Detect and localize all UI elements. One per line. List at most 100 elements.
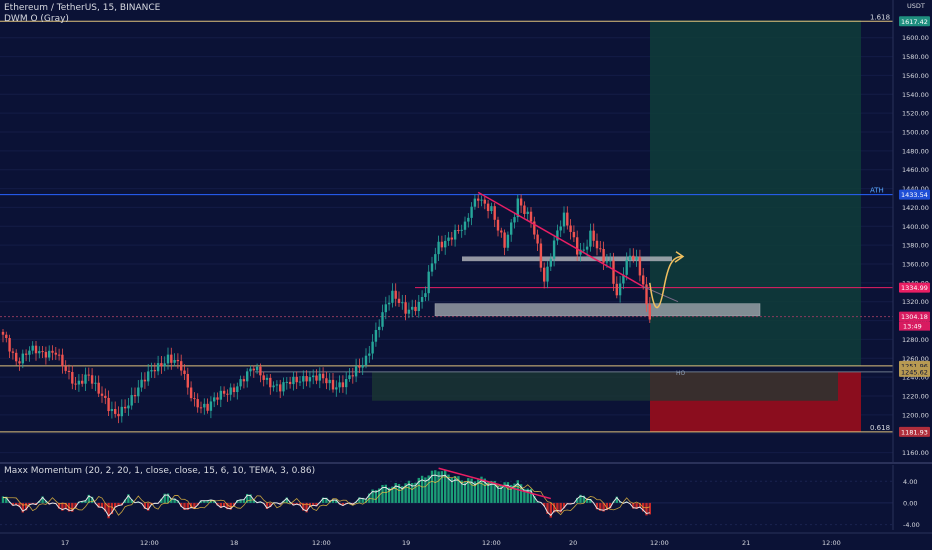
price-tick: 1440.00 bbox=[902, 185, 929, 193]
candle bbox=[292, 371, 295, 391]
price-axis-bg bbox=[893, 0, 932, 462]
momentum-bar bbox=[632, 502, 635, 509]
candle bbox=[341, 375, 345, 393]
momentum-bar bbox=[552, 502, 556, 513]
candle bbox=[21, 349, 24, 369]
candle-body bbox=[351, 375, 354, 377]
momentum-bar bbox=[341, 502, 345, 506]
momentum-bar bbox=[123, 499, 127, 503]
candle-body bbox=[417, 301, 420, 312]
price-badge-bg bbox=[899, 311, 930, 322]
candle-body bbox=[592, 230, 595, 241]
candle bbox=[364, 348, 368, 369]
candle-body bbox=[341, 382, 345, 388]
candle-body bbox=[338, 382, 341, 388]
momentum-bar bbox=[143, 502, 147, 509]
candle-body bbox=[302, 376, 305, 382]
momentum-bar bbox=[417, 477, 420, 503]
momentum-bar bbox=[325, 497, 328, 503]
candle bbox=[153, 362, 156, 379]
candle-body bbox=[348, 375, 351, 380]
candle-body bbox=[424, 293, 427, 298]
candle-body bbox=[246, 371, 249, 382]
time-tick: 12:00 bbox=[312, 539, 331, 547]
candle-body bbox=[325, 378, 328, 384]
candle-body bbox=[11, 351, 15, 353]
candle bbox=[503, 229, 506, 256]
candle bbox=[453, 224, 457, 247]
candle-body bbox=[81, 380, 84, 384]
price-tick: 1600.00 bbox=[902, 34, 929, 42]
momentum-bar bbox=[252, 499, 255, 503]
momentum-bar bbox=[100, 502, 104, 508]
drawings: HO bbox=[477, 191, 686, 377]
level-label: ATH bbox=[870, 187, 884, 195]
candle-body bbox=[516, 198, 519, 218]
candle bbox=[609, 252, 612, 268]
candle-body bbox=[368, 353, 371, 356]
candle bbox=[180, 354, 183, 376]
candle-body bbox=[463, 221, 467, 230]
price-badge-text: 1245.62 bbox=[901, 368, 928, 376]
momentum-bar bbox=[404, 483, 407, 503]
momentum-bar bbox=[222, 502, 226, 507]
candle-body bbox=[100, 393, 104, 396]
momentum-bar bbox=[90, 496, 94, 503]
candle-body bbox=[460, 229, 463, 231]
candle bbox=[31, 341, 34, 355]
momentum-bar bbox=[226, 502, 229, 510]
momentum-bar bbox=[437, 471, 440, 503]
candle-body bbox=[374, 329, 378, 342]
candle-body bbox=[71, 371, 74, 384]
candle-body bbox=[150, 370, 153, 372]
projection-path bbox=[649, 255, 683, 309]
candle bbox=[265, 374, 269, 385]
momentum-bar bbox=[302, 502, 305, 511]
candle-body bbox=[361, 365, 364, 368]
candle-body bbox=[288, 381, 292, 385]
candle bbox=[77, 374, 81, 392]
candle bbox=[269, 373, 272, 395]
candle-body bbox=[153, 370, 156, 372]
momentum-bar bbox=[546, 502, 549, 514]
candle bbox=[450, 231, 453, 246]
momentum-bar bbox=[180, 502, 183, 507]
momentum-bar bbox=[242, 499, 246, 503]
price-tick: 1540.00 bbox=[902, 91, 929, 99]
price-badge-bg bbox=[899, 189, 930, 200]
candle bbox=[143, 372, 147, 389]
candle-body bbox=[391, 290, 394, 303]
candle bbox=[407, 302, 411, 319]
candle bbox=[114, 401, 117, 418]
candle bbox=[252, 365, 255, 378]
candle bbox=[87, 367, 90, 382]
momentum-bar bbox=[232, 502, 236, 506]
candle-body bbox=[493, 206, 496, 220]
candle-body bbox=[196, 399, 199, 408]
candle-body bbox=[490, 206, 493, 212]
candle bbox=[361, 357, 364, 376]
price-tick: 1360.00 bbox=[902, 261, 929, 269]
candle-body bbox=[549, 258, 552, 267]
momentum-bar bbox=[549, 502, 552, 518]
candle bbox=[335, 380, 338, 397]
price-tick: 1500.00 bbox=[902, 129, 929, 137]
momentum-bar bbox=[609, 502, 612, 509]
candle-body bbox=[51, 350, 54, 353]
candle-body bbox=[420, 297, 424, 302]
candle bbox=[493, 202, 496, 228]
momentum-tick: 4.00 bbox=[903, 478, 917, 486]
candle bbox=[589, 223, 592, 252]
candle bbox=[526, 207, 529, 221]
candle bbox=[648, 297, 651, 323]
candle bbox=[173, 353, 176, 367]
candle bbox=[483, 195, 486, 210]
candle-body bbox=[292, 376, 295, 385]
candle-body bbox=[503, 232, 506, 248]
candle-body bbox=[585, 246, 589, 250]
momentum-bar bbox=[490, 480, 493, 503]
candle bbox=[236, 382, 239, 400]
candle-body bbox=[239, 379, 242, 387]
candle bbox=[57, 348, 61, 361]
